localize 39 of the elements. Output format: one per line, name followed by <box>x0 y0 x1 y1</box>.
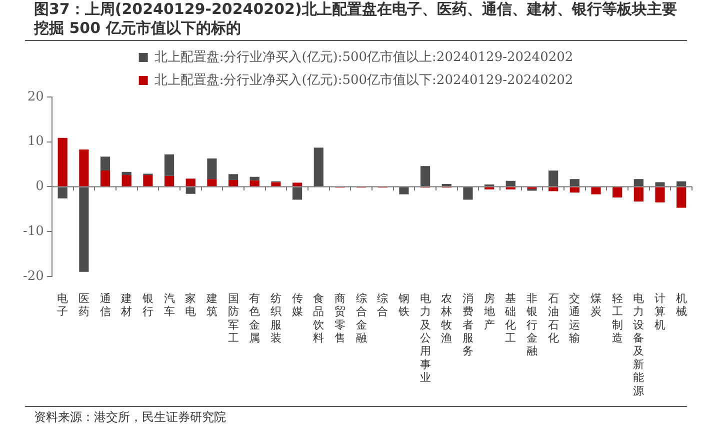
x-tick-label: 通信 <box>100 292 111 318</box>
x-tick-label: 机械 <box>676 292 687 318</box>
legend-label: 北上配置盘:分行业净买入(亿元):500亿市值以上:20240129-20240202 <box>154 50 574 65</box>
x-tick-label: 农林牧渔 <box>440 292 452 344</box>
x-tick-label: 房地产 <box>482 292 495 332</box>
x-tick-label: 国防军工 <box>228 292 239 344</box>
text: 资料来源：港交所，民生证券研究院 <box>33 409 227 426</box>
x-tick-label: 传媒 <box>292 292 303 318</box>
x-tick-label: 建筑 <box>205 292 218 318</box>
x-tick-label: 计算机 <box>654 292 666 332</box>
x-tick-label: 石油石化 <box>548 292 559 344</box>
chart-title: 图37：上周(20240129-20240202)北上配置盘在电子、医药、通信、建材、银行等板块主要挖掘 500 亿元市值以下的标的 <box>32 0 678 38</box>
x-tick-label: 电子 <box>57 292 68 318</box>
legend-label: 北上配置盘:分行业净买入(亿元):500亿市值以下:20240129-20240202 <box>154 72 574 88</box>
x-tick-label: 煤炭 <box>590 292 602 318</box>
x-tick-label: 交通运输 <box>569 292 580 344</box>
x-tick-label: 食品饮料 <box>312 292 324 344</box>
x-tick-label: 电力及公用事业 <box>420 292 431 384</box>
x-tick-label: 非银行金融 <box>525 292 538 358</box>
x-tick-label: 基础化工 <box>504 292 516 344</box>
x-tick-label: 家电 <box>185 292 196 318</box>
x-tick-label: 商贸零售 <box>334 292 346 344</box>
x-tick-label: 建材 <box>120 292 132 318</box>
y-tick-label: 20 <box>27 89 44 104</box>
x-tick-label: 有色金属 <box>249 292 260 344</box>
y-tick-label: 10 <box>27 134 44 150</box>
y-tick-label: -10 <box>22 224 44 239</box>
y-tick-label: 0 <box>36 179 44 194</box>
x-tick-label: 综合 <box>377 292 388 318</box>
x-tick-label: 消费者服务 <box>462 292 474 358</box>
x-tick-label: 医药 <box>78 292 90 318</box>
y-tick-label: -20 <box>22 268 44 284</box>
x-tick-label: 轻工制造 <box>612 292 623 344</box>
x-tick-label: 综合金融 <box>356 292 367 344</box>
x-tick-label: 钢铁 <box>397 292 410 318</box>
x-tick-label: 银行 <box>141 292 154 318</box>
x-tick-label: 电力设备及新能源 <box>633 292 644 398</box>
x-tick-label: 纺织服装 <box>270 292 282 344</box>
x-tick-label: 汽车 <box>164 292 175 318</box>
